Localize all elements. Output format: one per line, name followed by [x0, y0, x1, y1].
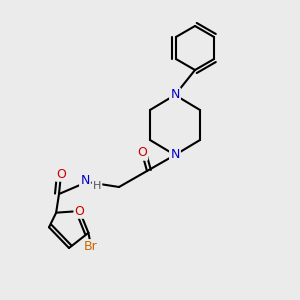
Text: O: O [75, 205, 85, 218]
Text: N: N [170, 148, 180, 161]
Text: H: H [93, 181, 101, 191]
Text: N: N [170, 88, 180, 101]
Text: O: O [137, 146, 147, 160]
Text: Br: Br [83, 240, 97, 253]
Text: N: N [80, 173, 90, 187]
Text: O: O [56, 167, 66, 181]
